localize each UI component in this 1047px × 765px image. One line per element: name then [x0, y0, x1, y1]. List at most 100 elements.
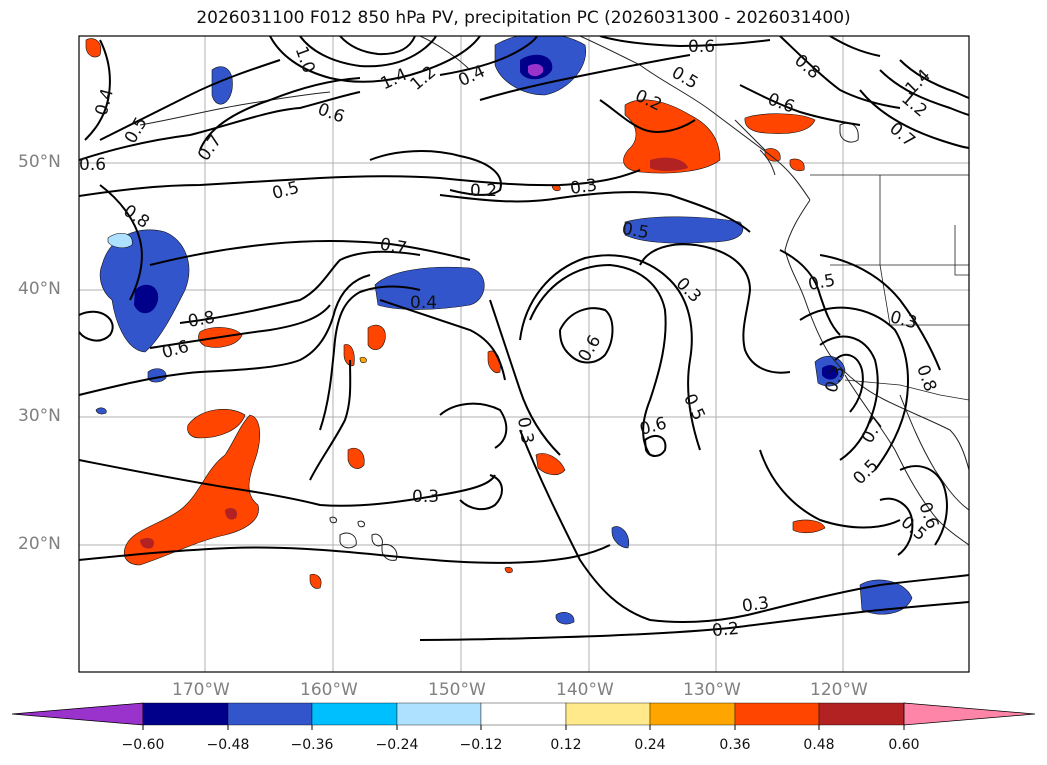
coast-baja [844, 374, 969, 546]
precip-blob-35n-156w [367, 324, 386, 350]
contour-label: 0.8 [186, 308, 216, 332]
lon-label-120w: 120°W [810, 680, 868, 700]
precip-blob-hawaii-core-1 [140, 537, 155, 549]
contour-0.7-ne [859, 89, 969, 149]
precip-blob-socal-core [822, 365, 839, 380]
contour-0.5-central [519, 254, 701, 451]
colorbar-tick-label: −0.12 [459, 737, 503, 753]
contour-label: 0.5 [807, 271, 837, 295]
contour-0.2-gyre [369, 150, 502, 196]
contour-0.6-ring [299, 36, 437, 68]
precip-blob-15n-118w [859, 579, 913, 615]
precip-blob-small-5 [95, 407, 107, 415]
map-title: 2026031100 F012 850 hPa PV, precipitatio… [196, 8, 851, 28]
contour-0.7-east [819, 335, 879, 461]
contour-0.6-band [149, 304, 331, 349]
precip-blob-hawaii-chain-north [187, 409, 246, 439]
coast-gulf-california [899, 394, 969, 511]
precip-blob-small-2 [611, 526, 630, 549]
precip-blob-small-3 [555, 612, 575, 625]
contour-aleutian-ring [269, 36, 481, 83]
contour-0.7-ridge [149, 240, 471, 266]
contour-0.5-east-swirl [799, 306, 909, 471]
precip-blob-45n-135w [624, 216, 744, 244]
contour-label: 0.3 [412, 487, 439, 507]
contour-0.5-mid [79, 169, 641, 197]
pv-contours [79, 36, 969, 641]
contour-0.4-gulf [439, 36, 538, 76]
precip-blob-small-4 [107, 232, 133, 249]
precip-blob-hawaii-chain [123, 414, 260, 566]
precip-blob-22n-125w [792, 519, 826, 534]
lat-label-40n: 40°N [18, 279, 61, 299]
contour-0.6-loop [559, 307, 614, 364]
lon-label-150w: 150°W [428, 680, 486, 700]
colorbar-tick-label: −0.24 [375, 737, 419, 753]
contour-0.3-south [79, 459, 496, 507]
contour-0.2-lower [419, 601, 969, 641]
contour-0.5-nw [99, 59, 281, 141]
contour-0.3-big-loop [489, 299, 561, 456]
islands-aleutian [139, 91, 331, 126]
contour-0.8-east [834, 353, 864, 413]
colorbar-tick-label: 0.12 [550, 737, 582, 753]
contour-0.2-gulf [599, 99, 696, 133]
contour-0.6-north [79, 91, 361, 161]
contour-label: 0.6 [79, 155, 106, 175]
contour-0.4-central [379, 299, 506, 381]
island-tiny [329, 516, 365, 528]
contour-0.3-east [639, 243, 791, 374]
precip-blob-wa-coast [744, 113, 816, 134]
contour-0.6-central [529, 263, 667, 456]
precip-blob-small-1 [147, 368, 167, 383]
map-background [79, 36, 969, 672]
precip-blob-hawaii-core-2 [225, 507, 238, 520]
colorbar-tick-label: −0.36 [290, 737, 334, 753]
contour-0.8-nw-east [779, 36, 901, 109]
contour-1.4-ne [899, 59, 969, 99]
contour-0.7-sub [199, 77, 361, 151]
contour-label: 0.3 [741, 593, 771, 617]
precip-blob-27n-142w [535, 453, 566, 476]
lat-label-50n: 50°N [18, 152, 61, 172]
contour-0.4-trough [319, 285, 421, 431]
lon-label-170w: 170°W [172, 680, 230, 700]
colorbar-segment [480, 702, 567, 726]
colorbar-extend-right [903, 702, 1036, 726]
precip-blob-or [789, 158, 805, 172]
lon-label-140w: 140°W [556, 680, 614, 700]
precip-blob-tiny-3 [359, 356, 367, 364]
contour-0.3-hi [439, 402, 508, 449]
contour-label: 0.3 [569, 175, 599, 199]
island-hawaii [339, 532, 398, 561]
colorbar-tick-label: −0.48 [206, 737, 250, 753]
contour-0.5-trough [79, 274, 371, 396]
contour-1.2-ne [879, 69, 969, 116]
colorbar-tick-label: −0.60 [121, 737, 165, 753]
contour-label: 0.2 [711, 619, 740, 641]
colorbar-segment [142, 702, 229, 726]
contour-label: 0.6 [688, 37, 715, 57]
precip-blob-gulf-alaska-inner [528, 64, 544, 77]
contour-0.3-nw [84, 39, 111, 141]
colorbar-segment [818, 702, 905, 726]
lon-label-160w: 160°W [300, 680, 358, 700]
colorbar [11, 702, 1036, 730]
contour-0.8-band [179, 250, 421, 324]
contour-0.8-top [599, 36, 771, 48]
contour-0.3-trough [309, 359, 352, 481]
contour-0.2-south [79, 544, 611, 564]
coastlines [139, 36, 969, 561]
contour-0.3-coast [819, 254, 941, 371]
precip-blob-bc-coast-core [650, 157, 688, 171]
colorbar-tick-label: 0.60 [888, 737, 920, 753]
precip-blob-bc-coast [623, 99, 721, 174]
contour-1.0 [339, 36, 416, 56]
contour-0.5-se [879, 497, 914, 556]
precip-blob-central-40n [374, 266, 485, 310]
lat-label-30n: 30°N [18, 406, 61, 426]
contour-0.3-south-loop [459, 474, 503, 511]
contour-label: 0.5 [620, 219, 650, 243]
precip-blob-tiny-2 [504, 566, 513, 574]
contour-0.6-se [899, 465, 948, 546]
